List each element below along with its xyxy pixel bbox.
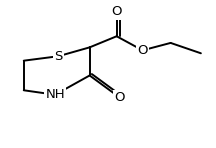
Text: O: O — [111, 5, 122, 18]
Text: O: O — [115, 91, 125, 104]
Text: O: O — [137, 44, 148, 57]
Text: NH: NH — [45, 88, 65, 101]
Text: S: S — [54, 50, 62, 63]
